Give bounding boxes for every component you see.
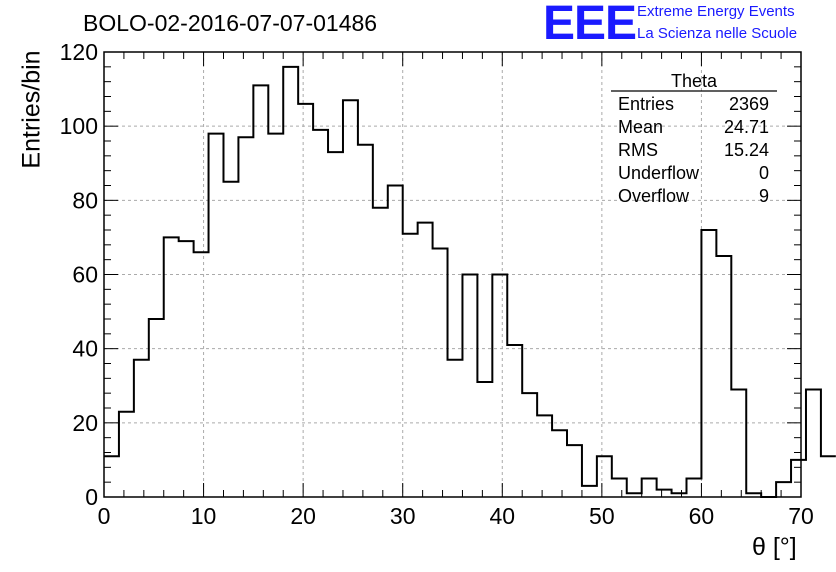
histogram-bin <box>238 137 253 497</box>
histogram-bin <box>283 67 298 497</box>
histogram-bin <box>448 360 463 497</box>
histogram-bin <box>492 275 507 498</box>
y-tick-label: 120 <box>60 39 98 65</box>
histogram-bin <box>731 389 746 497</box>
histogram-series <box>104 65 836 498</box>
histogram-bin <box>821 456 836 497</box>
eee-logo: EEE <box>543 0 637 50</box>
histogram-bin <box>433 249 448 497</box>
y-tick-label: 40 <box>72 336 98 362</box>
histogram-bin <box>657 490 672 497</box>
y-tick-label: 80 <box>72 187 98 213</box>
stats-row-value: 2369 <box>729 94 769 114</box>
histogram-bin <box>149 319 164 497</box>
stats-row-value: 0 <box>759 163 769 183</box>
histogram-bin <box>194 252 209 497</box>
stats-row-label: Overflow <box>618 186 690 206</box>
x-tick-label: 0 <box>98 503 111 529</box>
stats-row-value: 15.24 <box>724 140 769 160</box>
logo-line-2: La Scienza nelle Scuole <box>637 25 798 42</box>
stats-box-title: Theta <box>671 71 718 91</box>
histogram-bin <box>716 256 731 497</box>
histogram-bin <box>701 230 716 497</box>
histogram-bin <box>537 415 552 497</box>
y-tick-label: 60 <box>72 262 98 288</box>
histogram-bin <box>522 393 537 497</box>
x-tick-label: 70 <box>788 503 814 529</box>
y-tick-label: 0 <box>85 484 98 510</box>
x-tick-label: 10 <box>191 503 217 529</box>
histogram-bin <box>268 134 283 497</box>
x-tick-label: 40 <box>489 503 515 529</box>
histogram-bin <box>358 145 373 497</box>
x-tick-label: 20 <box>290 503 316 529</box>
x-axis-label: θ [°] <box>752 533 797 561</box>
stats-row-label: Underflow <box>618 163 700 183</box>
x-tick-label: 50 <box>589 503 615 529</box>
histogram-bin <box>418 223 433 497</box>
histogram-bin <box>119 412 134 497</box>
histogram-bin <box>806 389 821 497</box>
histogram-bin <box>552 430 567 497</box>
y-tick-label: 100 <box>60 113 98 139</box>
x-tick-label: 60 <box>689 503 715 529</box>
stats-row-label: RMS <box>618 140 658 160</box>
logo-line-1: Extreme Energy Events <box>637 3 795 20</box>
histogram-bin <box>209 134 224 497</box>
histogram-bin <box>776 482 791 497</box>
histogram-bin <box>462 275 477 498</box>
histogram-bin <box>686 478 701 497</box>
histogram-bin <box>328 152 343 497</box>
histogram-bin <box>477 382 492 497</box>
histogram-bin <box>223 182 238 497</box>
histogram-bin <box>298 104 313 497</box>
histogram-bin <box>179 241 194 497</box>
histogram-bin <box>373 208 388 497</box>
histogram-bin <box>313 130 328 497</box>
histogram-bin <box>134 360 149 497</box>
histogram-bin <box>164 237 179 497</box>
histogram-bin <box>567 445 582 497</box>
y-tick-label: 20 <box>72 410 98 436</box>
histogram-bin <box>253 85 268 497</box>
histogram-bin <box>507 345 522 497</box>
histogram-bin <box>642 478 657 497</box>
histogram-bin <box>612 478 627 497</box>
histogram-bin <box>791 460 806 497</box>
run-title: BOLO-02-2016-07-07-01486 <box>83 10 378 36</box>
histogram-bin <box>582 486 597 497</box>
stats-row-label: Mean <box>618 117 663 137</box>
histogram-bin <box>343 100 358 497</box>
stats-row-label: Entries <box>618 94 674 114</box>
histogram-bin <box>403 234 418 497</box>
x-tick-label: 30 <box>390 503 416 529</box>
histogram-bin <box>597 456 612 497</box>
stats-row-value: 24.71 <box>724 117 769 137</box>
histogram-bin <box>388 186 403 498</box>
stats-row-value: 9 <box>759 186 769 206</box>
histogram-bin <box>104 456 119 497</box>
